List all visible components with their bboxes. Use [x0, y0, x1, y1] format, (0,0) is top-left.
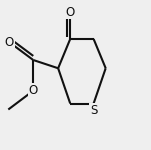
- Text: O: O: [29, 84, 38, 97]
- Text: S: S: [90, 104, 97, 117]
- Text: O: O: [4, 36, 14, 48]
- Text: O: O: [66, 6, 75, 18]
